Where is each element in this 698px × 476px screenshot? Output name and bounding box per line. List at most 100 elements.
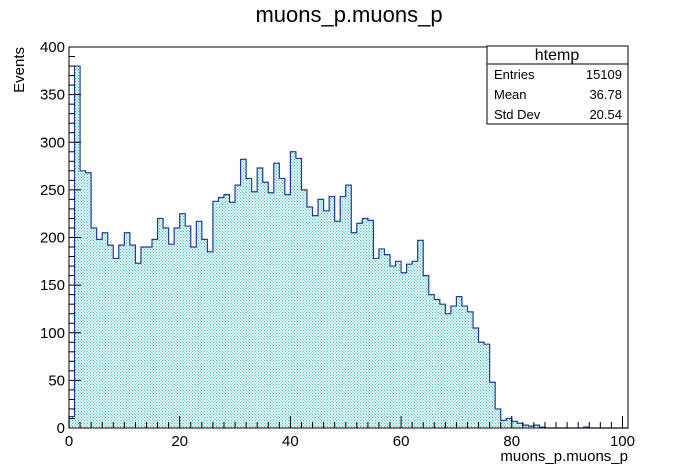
histogram-bar xyxy=(384,254,391,428)
histogram-bar xyxy=(367,220,374,428)
stats-entries-value: 15109 xyxy=(586,67,622,82)
histogram-bar xyxy=(279,178,285,428)
x-tick-label: 60 xyxy=(393,433,410,450)
histogram-bar xyxy=(102,232,108,428)
histogram-bar xyxy=(185,226,191,428)
histogram-bar xyxy=(118,245,125,428)
histogram-bar xyxy=(528,426,534,428)
histogram-bar xyxy=(423,275,429,428)
histogram-bar xyxy=(390,266,396,428)
histogram-bar xyxy=(312,215,319,428)
histogram-bar xyxy=(135,263,141,428)
histogram-bar xyxy=(196,221,202,428)
histogram-bar xyxy=(445,313,451,428)
histogram-bar xyxy=(495,408,501,428)
y-tick-label: 350 xyxy=(40,87,65,104)
histogram-bar xyxy=(179,213,186,428)
histogram-bar xyxy=(506,418,512,428)
histogram-bar xyxy=(240,159,247,428)
histogram-bar xyxy=(406,264,413,428)
histogram-bar xyxy=(478,342,485,428)
histogram-bar xyxy=(434,299,440,428)
histogram-bar xyxy=(124,232,130,428)
histogram-bar xyxy=(284,194,291,428)
histogram-bar xyxy=(168,244,175,428)
histogram-bars xyxy=(68,65,628,429)
histogram-bar xyxy=(152,239,158,428)
chart-title: muons_p.muons_p xyxy=(255,2,442,27)
histogram-bar xyxy=(412,261,418,428)
histogram-bar xyxy=(345,185,352,428)
histogram-bar xyxy=(96,239,103,428)
histogram-bar xyxy=(295,158,302,428)
x-axis: 0 20 40 60 80 100 xyxy=(65,416,635,450)
histogram-bar xyxy=(351,232,357,428)
histogram-bar xyxy=(201,239,208,428)
stats-entries-label: Entries xyxy=(494,67,535,82)
histogram-bar xyxy=(257,167,263,428)
histogram-bar xyxy=(318,199,324,428)
histogram-bar xyxy=(69,416,75,428)
y-tick-label: 50 xyxy=(48,372,65,389)
histogram-bar xyxy=(262,182,269,428)
y-tick-label: 200 xyxy=(40,230,65,247)
stats-stddev-value: 20.54 xyxy=(589,107,622,122)
stats-mean-label: Mean xyxy=(494,87,527,102)
histogram-bar xyxy=(450,306,457,428)
histogram-bar xyxy=(246,178,252,428)
histogram-bar xyxy=(467,311,474,428)
histogram-bar xyxy=(401,272,407,428)
histogram-bar xyxy=(340,196,346,428)
y-tick-label: 250 xyxy=(40,182,65,199)
histogram-bar xyxy=(91,227,97,428)
histogram-bar xyxy=(218,197,224,428)
histogram-bar xyxy=(362,218,368,428)
histogram-bar xyxy=(74,66,81,429)
histogram-bar xyxy=(473,327,479,428)
histogram-bar xyxy=(273,163,280,428)
histogram-bar xyxy=(207,251,213,428)
histogram-bar xyxy=(439,304,446,428)
stats-title: htemp xyxy=(535,47,580,64)
histogram-bar xyxy=(522,425,529,428)
histogram-bar xyxy=(223,194,230,428)
histogram-bar xyxy=(174,227,180,428)
histogram-bar xyxy=(129,245,136,428)
y-tick-label: 400 xyxy=(40,39,65,56)
histogram-bar xyxy=(212,201,219,428)
histogram-bar xyxy=(190,247,197,428)
stats-mean-value: 36.78 xyxy=(589,87,622,102)
histogram-bar xyxy=(334,221,341,428)
histogram-bar xyxy=(511,421,518,428)
stats-box: htemp Entries 15109 Mean 36.78 Std Dev 2… xyxy=(486,45,629,125)
y-axis: 0 50 100 150 200 250 300 350 400 xyxy=(40,39,81,437)
x-tick-label: 0 xyxy=(65,433,73,450)
histogram-bar xyxy=(301,189,307,428)
histogram-bar xyxy=(146,247,153,428)
x-tick-label: 20 xyxy=(171,433,188,450)
histogram-bar xyxy=(251,191,258,428)
histogram-bar xyxy=(157,218,164,428)
histogram-bar xyxy=(80,170,86,428)
histogram-bar xyxy=(290,151,296,428)
x-axis-label: muons_p.muons_p xyxy=(500,448,628,465)
histogram-bar xyxy=(107,245,114,428)
histogram-bar xyxy=(268,192,274,428)
histogram-bar xyxy=(235,185,241,428)
x-tick-label: 40 xyxy=(282,433,299,450)
histogram-bar xyxy=(140,247,147,428)
histogram-bar xyxy=(373,258,379,428)
histogram-bar xyxy=(356,223,363,428)
histogram-bar xyxy=(428,294,435,428)
stats-box-frame xyxy=(486,45,629,125)
histogram-bar xyxy=(113,258,119,428)
histogram-bar xyxy=(456,296,462,428)
y-tick-label: 0 xyxy=(57,420,65,437)
histogram-bar xyxy=(85,172,92,428)
histogram-bar xyxy=(163,227,169,428)
histogram-bar xyxy=(489,382,496,428)
histogram-bar xyxy=(395,261,402,428)
histogram-bar xyxy=(533,425,540,428)
y-tick-label: 300 xyxy=(40,134,65,151)
